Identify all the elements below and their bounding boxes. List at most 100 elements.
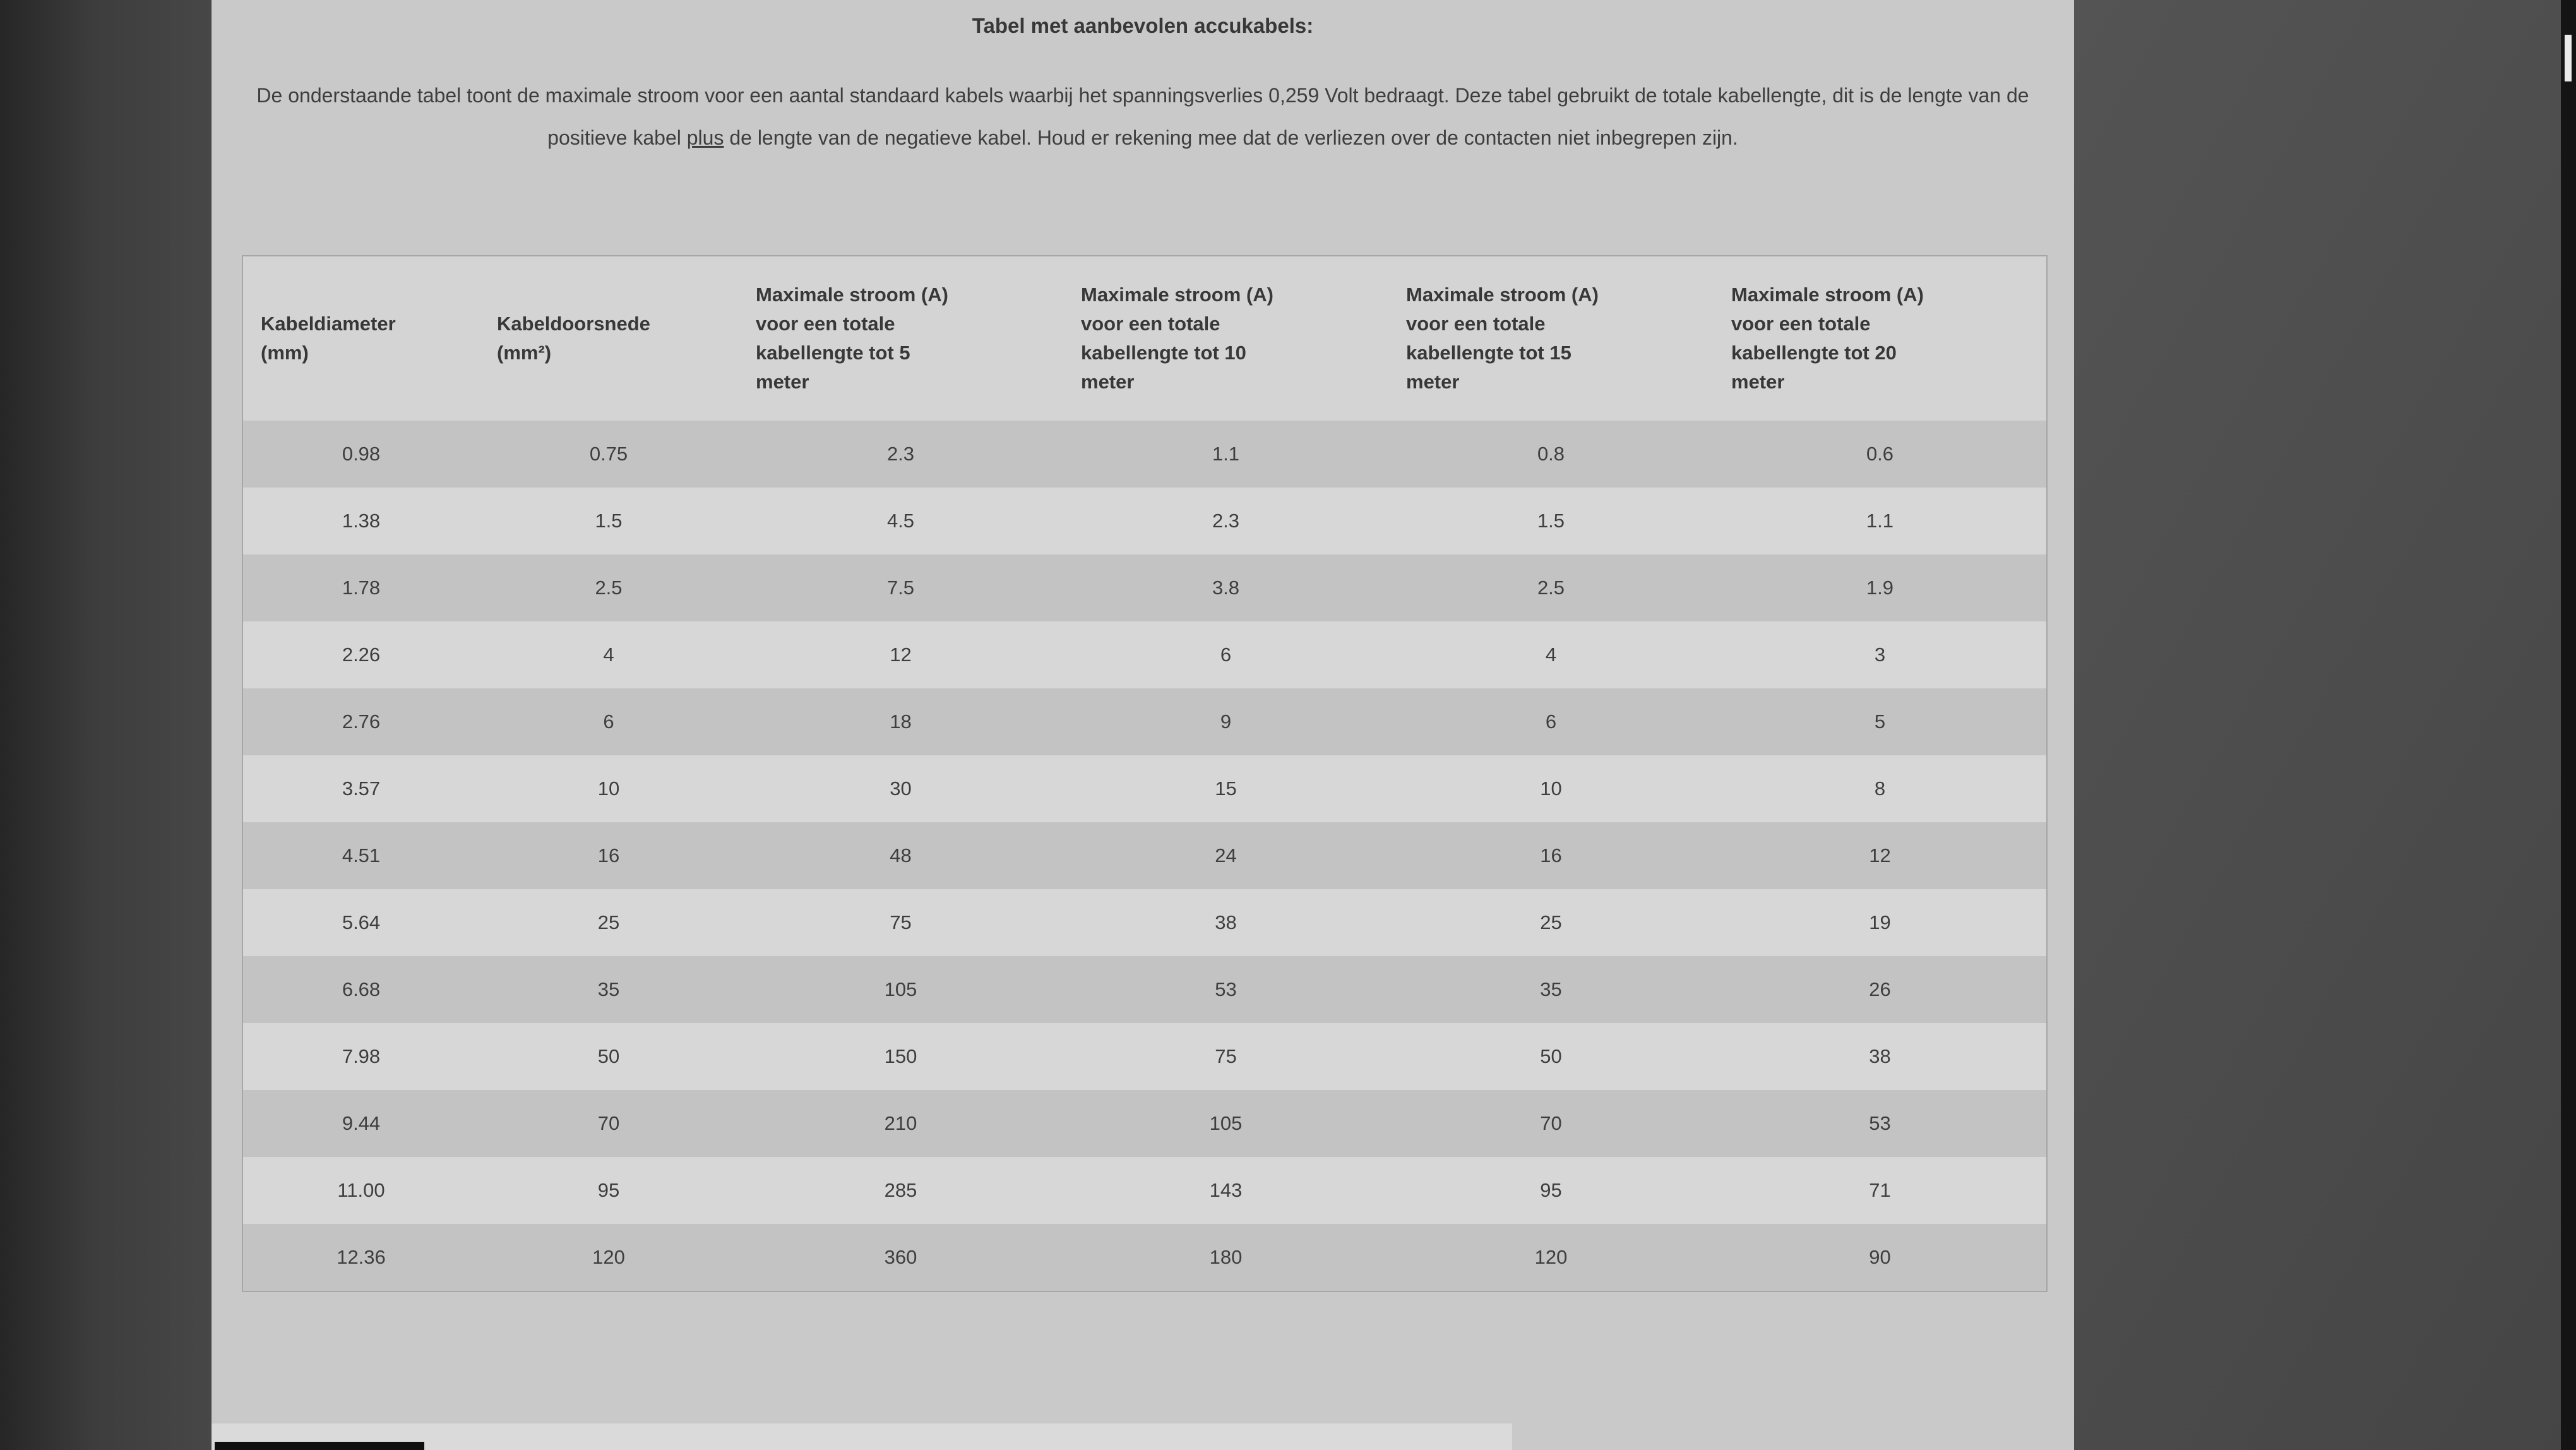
table-cell: 53 — [1869, 1112, 1891, 1134]
table-cell: 71 — [1869, 1179, 1891, 1201]
screen-bezel-left — [0, 0, 212, 1450]
table-cell: 25 — [1540, 911, 1562, 933]
table-cell: 105 — [884, 978, 917, 1000]
column-header-kabeldiameter: Kabeldiameter (mm) — [261, 313, 396, 364]
intro-underlined-word: plus — [686, 126, 724, 149]
table-cell: 26 — [1869, 978, 1891, 1000]
table-cell: 48 — [890, 844, 912, 866]
table-cell: 10 — [1540, 777, 1562, 800]
table-cell: 18 — [890, 710, 912, 733]
column-header-kabeldoorsnede: Kabeldoorsnede (mm²) — [497, 313, 650, 364]
table-cell: 2.5 — [595, 577, 623, 599]
table-cell: 24 — [1215, 844, 1237, 866]
table-cell: 4 — [1545, 644, 1557, 666]
table-cell: 9.44 — [342, 1112, 381, 1134]
table-row: 11.00 95 285 143 95 71 — [242, 1157, 2047, 1224]
table-cell: 30 — [890, 777, 912, 800]
table-cell: 9 — [1220, 710, 1232, 733]
table-cell: 1.9 — [1866, 577, 1894, 599]
table-cell: 50 — [597, 1045, 620, 1067]
table-row: 1.38 1.5 4.5 2.3 1.5 1.1 — [242, 488, 2047, 554]
screen-bezel-right — [2561, 0, 2576, 1450]
screen-glare-artifact — [2565, 35, 2572, 81]
table-cell: 0.8 — [1537, 443, 1565, 465]
table-cell: 120 — [592, 1246, 625, 1268]
table-cell: 1.5 — [1537, 510, 1565, 532]
table-cell: 70 — [597, 1112, 620, 1134]
table-row: 2.76 6 18 9 6 5 — [242, 688, 2047, 755]
table-cell: 7.5 — [886, 577, 915, 599]
bottom-bar-artifact — [215, 1442, 424, 1450]
table-row: 9.44 70 210 105 70 53 — [242, 1090, 2047, 1157]
table-cell: 210 — [884, 1112, 917, 1134]
table-cell: 180 — [1209, 1246, 1243, 1268]
table-cell: 6 — [1220, 644, 1232, 666]
table-row: 12.36 120 360 180 120 90 — [242, 1224, 2047, 1291]
table-cell: 1.38 — [342, 510, 381, 532]
table-cell: 90 — [1869, 1246, 1891, 1268]
table-cell: 1.78 — [342, 577, 381, 599]
table-cell: 12 — [890, 644, 912, 666]
table-cell: 120 — [1534, 1246, 1568, 1268]
table-cell: 4.51 — [342, 844, 381, 866]
table-cell: 75 — [1215, 1045, 1237, 1067]
table-cell: 7.98 — [342, 1045, 381, 1067]
table-cell: 25 — [597, 911, 620, 933]
table-row: 3.57 10 30 15 10 8 — [242, 755, 2047, 822]
table-cell: 4.5 — [886, 510, 915, 532]
table-cell: 70 — [1540, 1112, 1562, 1134]
table-cell: 3.57 — [342, 777, 381, 800]
table-cell: 2.76 — [342, 710, 381, 733]
table-cell: 5.64 — [342, 911, 381, 933]
table-cell: 0.98 — [342, 443, 381, 465]
table-row: 1.78 2.5 7.5 3.8 2.5 1.9 — [242, 554, 2047, 621]
column-header-stroom-15m: Maximale stroom (A) voor een totale kabe… — [1406, 284, 1599, 393]
table-cell: 53 — [1215, 978, 1237, 1000]
table-cell: 3.8 — [1212, 577, 1240, 599]
table-cell: 1.5 — [595, 510, 623, 532]
table-cell: 143 — [1209, 1179, 1243, 1201]
cable-table: Kabeldiameter (mm) Kabeldoorsnede (mm²) … — [242, 255, 2048, 1292]
table-cell: 0.75 — [589, 443, 628, 465]
table-row: 5.64 25 75 38 25 19 — [242, 889, 2047, 956]
table-cell: 6.68 — [342, 978, 381, 1000]
table-cell: 11.00 — [337, 1179, 385, 1201]
table-cell: 2.3 — [1212, 510, 1240, 532]
table-cell: 8 — [1874, 777, 1886, 800]
table-cell: 35 — [1540, 978, 1562, 1000]
table-cell: 1.1 — [1212, 443, 1240, 465]
column-header-stroom-5m: Maximale stroom (A) voor een totale kabe… — [756, 284, 948, 393]
table-cell: 285 — [884, 1179, 917, 1201]
page-title: Tabel met aanbevolen accukabels: — [972, 14, 1314, 37]
table-cell: 16 — [597, 844, 620, 866]
table-cell: 360 — [884, 1246, 917, 1268]
intro-paragraph: De onderstaande tabel toont de maximale … — [240, 75, 2046, 159]
table-cell: 6 — [1545, 710, 1557, 733]
table-cell: 95 — [597, 1179, 620, 1201]
page-bottom-strip — [212, 1423, 1512, 1450]
table-cell: 95 — [1540, 1179, 1562, 1201]
table-header-row: Kabeldiameter (mm) Kabeldoorsnede (mm²) … — [242, 256, 2047, 421]
table-cell: 15 — [1215, 777, 1237, 800]
table-cell: 38 — [1869, 1045, 1891, 1067]
table-cell: 105 — [1209, 1112, 1243, 1134]
table-cell: 6 — [603, 710, 614, 733]
table-cell: 38 — [1215, 911, 1237, 933]
table-row: 0.98 0.75 2.3 1.1 0.8 0.6 — [242, 421, 2047, 488]
column-header-stroom-20m: Maximale stroom (A) voor een totale kabe… — [1731, 284, 1924, 393]
table-cell: 35 — [597, 978, 620, 1000]
document-page: Tabel met aanbevolen accukabels: De onde… — [212, 0, 2074, 1450]
table-cell: 19 — [1869, 911, 1891, 933]
table-cell: 16 — [1540, 844, 1562, 866]
table-cell: 75 — [890, 911, 912, 933]
table-cell: 3 — [1874, 644, 1886, 666]
table-row: 4.51 16 48 24 16 12 — [242, 822, 2047, 889]
table-cell: 2.3 — [886, 443, 915, 465]
table-cell: 4 — [603, 644, 614, 666]
table-cell: 1.1 — [1866, 510, 1894, 532]
table-body: 0.98 0.75 2.3 1.1 0.8 0.6 1.38 1.5 4.5 2.3 1.5 1.1 1… — [242, 421, 2047, 1291]
table-row: 2.26 4 12 6 4 3 — [242, 621, 2047, 688]
table-cell: 12.36 — [337, 1246, 386, 1268]
table-cell: 5 — [1874, 710, 1886, 733]
